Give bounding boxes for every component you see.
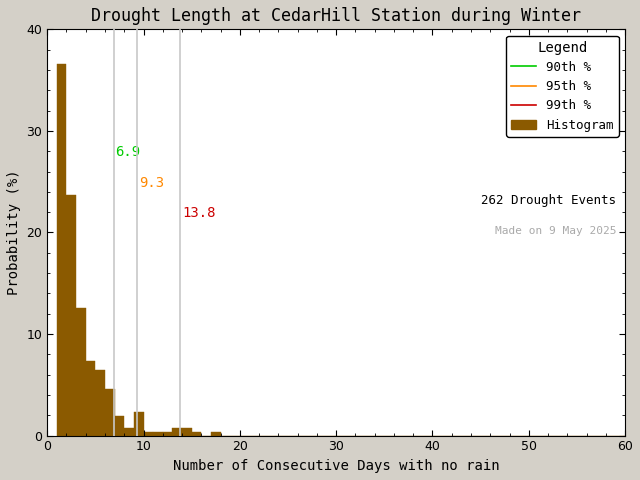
Bar bbox=[57, 64, 67, 436]
Bar bbox=[95, 370, 105, 436]
Bar bbox=[124, 428, 134, 436]
Legend: 90th %, 95th %, 99th %, Histogram: 90th %, 95th %, 99th %, Histogram bbox=[506, 36, 619, 136]
Bar bbox=[115, 416, 124, 436]
Text: 9.3: 9.3 bbox=[139, 176, 164, 190]
Bar bbox=[211, 432, 221, 436]
X-axis label: Number of Consecutive Days with no rain: Number of Consecutive Days with no rain bbox=[173, 459, 499, 473]
Text: 262 Drought Events: 262 Drought Events bbox=[481, 194, 616, 207]
Bar bbox=[76, 308, 86, 436]
Title: Drought Length at CedarHill Station during Winter: Drought Length at CedarHill Station duri… bbox=[91, 7, 581, 25]
Text: 6.9: 6.9 bbox=[116, 145, 141, 159]
Bar bbox=[67, 195, 76, 436]
Bar bbox=[134, 412, 143, 436]
Bar bbox=[182, 428, 192, 436]
Bar bbox=[192, 432, 202, 436]
Bar bbox=[105, 389, 115, 436]
Text: 13.8: 13.8 bbox=[182, 206, 216, 220]
Bar bbox=[153, 432, 163, 436]
Bar bbox=[86, 361, 95, 436]
Y-axis label: Probability (%): Probability (%) bbox=[7, 169, 21, 295]
Bar bbox=[143, 432, 153, 436]
Bar bbox=[172, 428, 182, 436]
Text: Made on 9 May 2025: Made on 9 May 2025 bbox=[495, 227, 616, 236]
Bar bbox=[163, 432, 172, 436]
